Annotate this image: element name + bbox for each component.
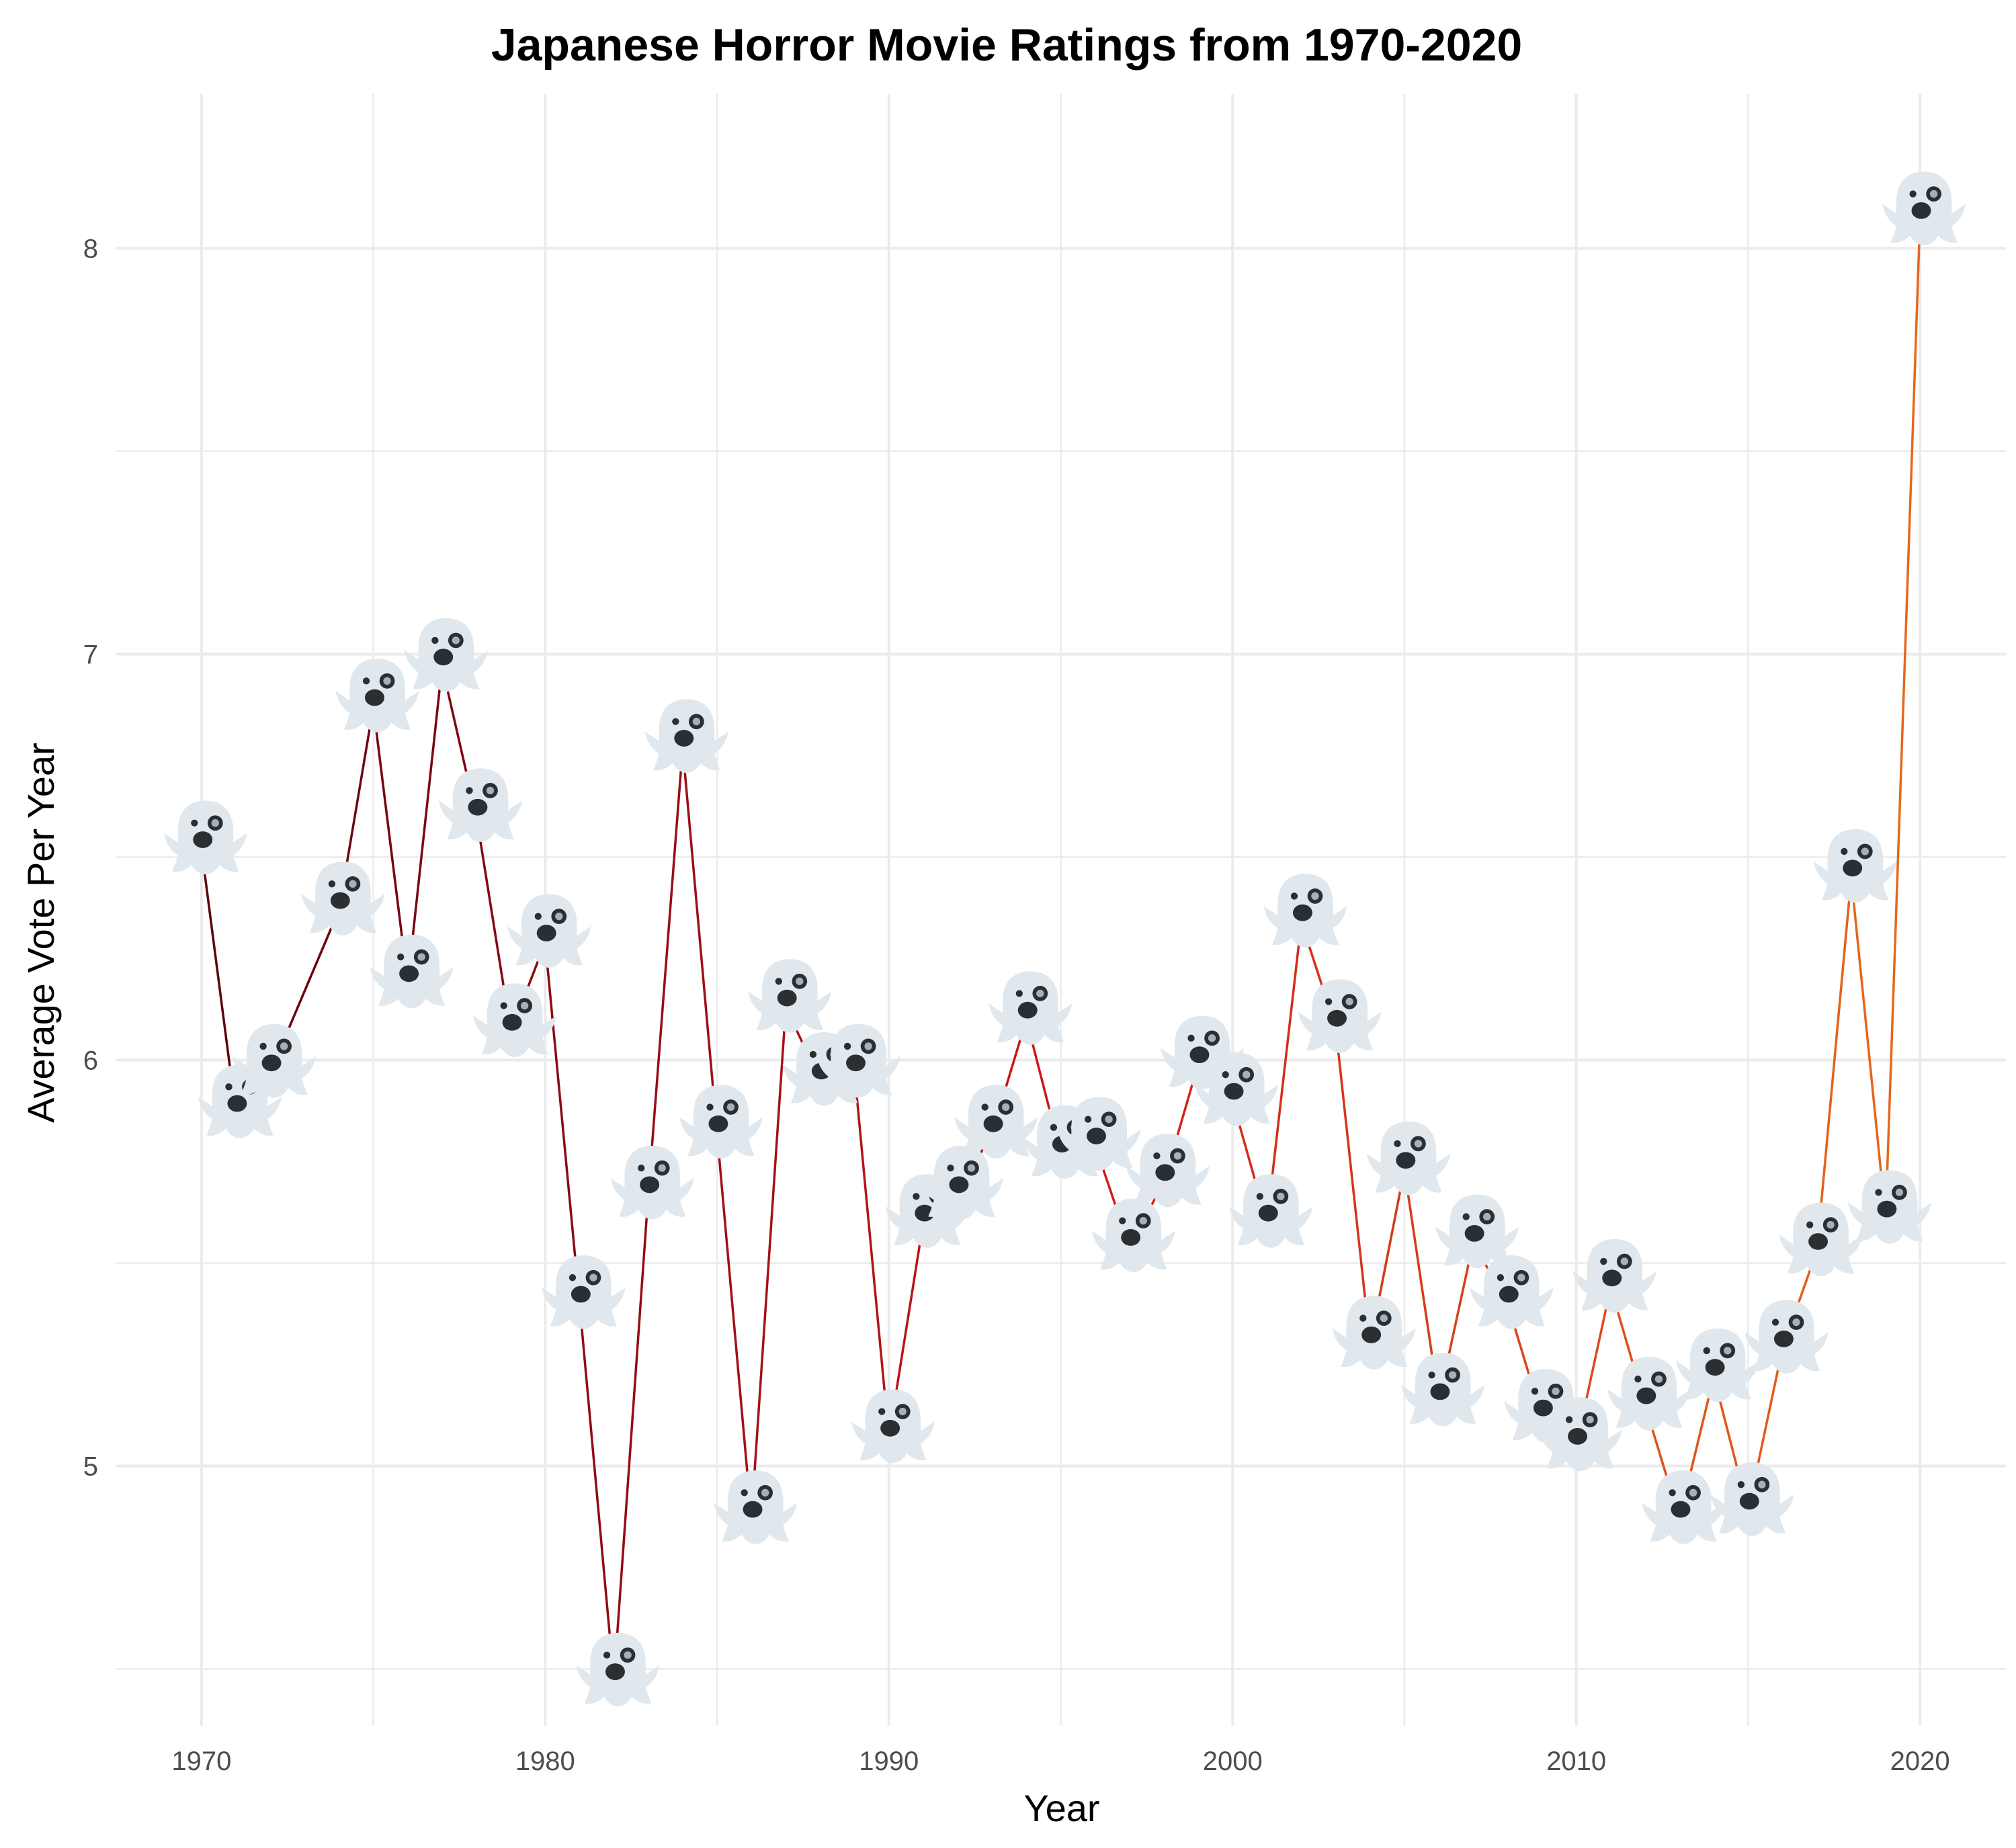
- line-segment: [647, 747, 684, 1194]
- data-point-ghost-icon: [679, 1085, 763, 1159]
- line-segment: [716, 1133, 753, 1519]
- line-segment: [1850, 877, 1887, 1219]
- data-point-ghost-icon: [1298, 979, 1382, 1053]
- y-axis-ticks: 5 6 7 8: [83, 235, 98, 1482]
- y-tick-label: 7: [83, 640, 98, 669]
- line-segment: [1884, 220, 1921, 1219]
- data-point-ghost-icon: [1882, 171, 1966, 246]
- data-point-ghost-icon: [439, 768, 523, 842]
- x-tick-label: 1980: [515, 1747, 575, 1776]
- data-point-ghost-icon: [335, 659, 419, 732]
- data-point-ghost-icon: [1572, 1238, 1656, 1313]
- x-axis-title: Year: [1023, 1787, 1099, 1829]
- x-tick-label: 1970: [171, 1747, 231, 1776]
- line-segment: [578, 1303, 616, 1681]
- data-point-ghost-icon: [1091, 1198, 1175, 1273]
- data-point-ghost-icon: [851, 1389, 935, 1463]
- line-segment: [1265, 921, 1303, 1223]
- data-point-ghost-icon: [748, 959, 832, 1033]
- data-point-ghost-icon: [163, 800, 247, 875]
- x-tick-label: 2010: [1546, 1747, 1606, 1776]
- data-point-ghost-icon: [301, 862, 385, 935]
- x-tick-label: 2020: [1890, 1747, 1950, 1776]
- data-point-ghost-icon: [989, 971, 1073, 1045]
- grid: [116, 94, 2006, 1726]
- line-segment: [750, 1007, 788, 1519]
- data-point-ghost-icon: [542, 1255, 626, 1329]
- data-point-ghost-icon: [714, 1470, 798, 1544]
- line-segment: [1815, 877, 1853, 1251]
- data-point-ghost-icon: [1401, 1353, 1485, 1427]
- data-point-ghost-icon: [1229, 1174, 1313, 1248]
- line-segment: [1334, 1027, 1372, 1345]
- line-segment: [681, 747, 718, 1134]
- chart-title: Japanese Horror Movie Ratings from 1970-…: [491, 19, 1522, 71]
- data-point-ghost-icon: [1710, 1462, 1794, 1536]
- data-point-ghost-icon: [1366, 1121, 1450, 1195]
- x-tick-label: 1990: [859, 1747, 919, 1776]
- x-axis-ticks: 1970 1980 1990 2000 2010 2020: [171, 1747, 1949, 1776]
- data-point-ghost-icon: [370, 934, 454, 1009]
- y-tick-label: 6: [83, 1046, 98, 1075]
- data-point-ghost-icon: [1263, 874, 1347, 948]
- y-tick-label: 5: [83, 1452, 98, 1481]
- data-point-ghost-icon: [1745, 1300, 1829, 1374]
- y-tick-label: 8: [83, 235, 98, 264]
- y-axis-title: Average Vote Per Year: [19, 743, 62, 1123]
- data-point-ghost-icon: [1642, 1470, 1726, 1544]
- data-point-ghost-icon: [1779, 1202, 1863, 1277]
- data-point-ghost-icon: [1813, 829, 1897, 903]
- data-point-ghost-icon: [507, 894, 591, 968]
- line-segment: [406, 666, 444, 983]
- data-point-ghost-icon: [610, 1146, 694, 1220]
- line-segment: [612, 1193, 650, 1681]
- line-segment: [544, 942, 581, 1304]
- data-point-ghost-icon: [954, 1085, 1038, 1159]
- x-tick-label: 2000: [1203, 1747, 1263, 1776]
- data-point-ghost-icon: [644, 699, 728, 773]
- ghost-markers: [163, 171, 1966, 1707]
- data-point-ghost-icon: [1126, 1133, 1210, 1208]
- data-point-ghost-icon: [1332, 1296, 1416, 1370]
- line-segment: [853, 1072, 890, 1438]
